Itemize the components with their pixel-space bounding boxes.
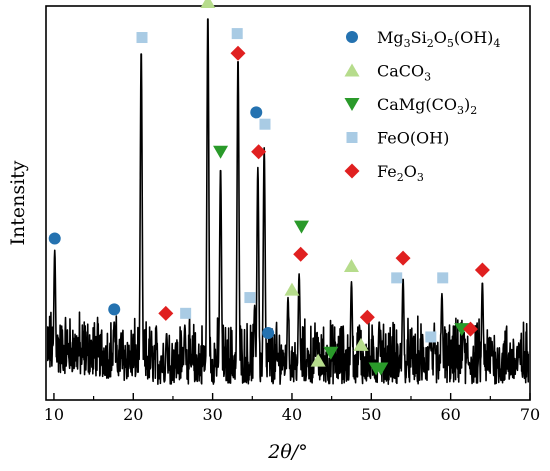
legend-label-fe2o3: Fe2O3 (377, 162, 424, 184)
marker-feooh (244, 292, 256, 304)
marker-fe2o3 (158, 305, 174, 321)
legend-marker-feooh (346, 132, 358, 143)
marker-mg (48, 232, 61, 245)
marker-feooh (136, 32, 148, 44)
x-tick-label: 70 (520, 405, 540, 424)
x-tick-label: 50 (361, 405, 381, 424)
marker-mg (262, 327, 275, 340)
legend: Mg3Si2O5(OH)4 CaCO3 CaMg(CO3)2 FeO(OH) Fe2O3 (344, 28, 500, 184)
marker-caco3 (353, 337, 369, 351)
marker-fe2o3 (293, 246, 309, 262)
plot-frame (45, 5, 531, 401)
marker-camg (213, 145, 229, 159)
x-tick-label: 20 (123, 405, 143, 424)
marker-fe2o3 (251, 144, 267, 160)
y-axis-label: Intensity (7, 160, 29, 245)
marker-camg (323, 346, 339, 360)
x-tick-label: 60 (440, 405, 460, 424)
marker-fe2o3 (230, 45, 246, 61)
legend-marker-caco3 (344, 63, 360, 77)
marker-caco3 (200, 0, 216, 9)
legend-label-mg: Mg3Si2O5(OH)4 (377, 28, 500, 50)
marker-caco3 (310, 353, 326, 367)
marker-caco3 (343, 259, 359, 273)
marker-camg (454, 323, 470, 337)
x-axis-label: 2θ/° (267, 441, 307, 463)
marker-feooh (437, 272, 449, 284)
marker-camg (373, 362, 389, 376)
plot-area (47, 18, 529, 385)
legend-marker-mg (346, 31, 358, 43)
marker-caco3 (284, 282, 300, 296)
x-tick-label: 30 (202, 405, 222, 424)
marker-fe2o3 (462, 321, 478, 337)
marker-feooh (425, 331, 437, 343)
marker-fe2o3 (474, 262, 490, 278)
legend-label-feooh: FeO(OH) (377, 129, 449, 148)
phase-markers (48, 0, 490, 376)
marker-mg (108, 303, 121, 316)
marker-fe2o3 (359, 309, 375, 325)
x-axis-ticks: 10 20 30 40 50 60 70 (44, 393, 540, 424)
marker-feooh (259, 118, 271, 130)
marker-feooh (180, 307, 192, 319)
marker-fe2o3 (395, 250, 411, 266)
legend-marker-fe2o3 (344, 163, 360, 179)
x-tick-label: 10 (44, 405, 64, 424)
xrd-pattern-line (47, 18, 529, 385)
legend-label-camg: CaMg(CO3)2 (377, 95, 477, 117)
legend-label-caco3: CaCO3 (377, 62, 431, 84)
legend-marker-camg (344, 98, 360, 111)
marker-feooh (231, 28, 243, 40)
marker-camg (293, 220, 309, 234)
marker-feooh (391, 272, 403, 284)
marker-mg (250, 106, 263, 119)
x-tick-label: 40 (282, 405, 302, 424)
